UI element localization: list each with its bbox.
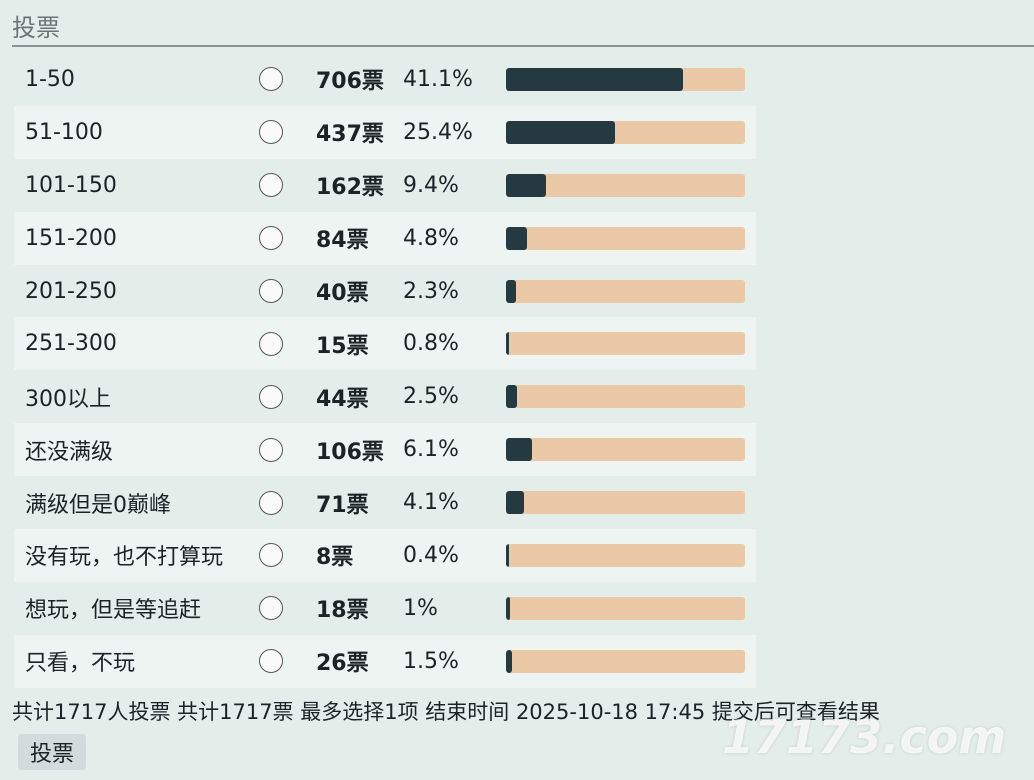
vote-percent: 1.5% <box>403 648 459 674</box>
poll-option-row[interactable]: 只看，不玩 26票 1.5% <box>14 634 756 688</box>
vote-percent: 2.5% <box>403 384 459 410</box>
vote-percent: 41.1% <box>403 66 473 92</box>
option-radio[interactable] <box>259 67 283 92</box>
progress-bar <box>506 438 745 462</box>
vote-count: 437票 <box>316 122 384 148</box>
option-label: 没有玩，也不打算玩 <box>25 545 224 571</box>
progress-fill <box>506 226 527 250</box>
progress-fill <box>506 173 547 197</box>
poll-option-row[interactable]: 151-200 84票 4.8% <box>14 211 756 265</box>
vote-count: 26票 <box>316 651 369 677</box>
poll-option-row[interactable]: 满级但是0巅峰 71票 4.1% <box>14 476 756 529</box>
progress-fill <box>506 596 511 620</box>
poll-option-row[interactable]: 还没满级 106票 6.1% <box>14 423 756 477</box>
vote-percent: 0.4% <box>403 542 459 568</box>
progress-fill <box>506 120 616 144</box>
progress-bar <box>506 279 745 303</box>
progress-bar <box>506 173 745 197</box>
poll-summary: 共计1717人投票 共计1717票 最多选择1项 结束时间 2025-10-18… <box>12 700 880 724</box>
progress-bar <box>506 649 745 673</box>
option-radio[interactable] <box>259 490 283 515</box>
progress-bar <box>506 67 745 91</box>
vote-percent: 6.1% <box>403 437 459 463</box>
option-label: 51-100 <box>25 119 103 145</box>
option-label: 101-150 <box>25 172 117 198</box>
vote-percent: 2.3% <box>403 278 459 304</box>
poll-title: 投票 <box>12 14 60 42</box>
option-radio[interactable] <box>259 173 283 198</box>
option-label: 151-200 <box>25 225 117 251</box>
vote-count: 106票 <box>316 439 384 465</box>
vote-count: 18票 <box>316 598 369 624</box>
vote-count: 84票 <box>316 228 369 254</box>
option-label: 满级但是0巅峰 <box>25 492 171 518</box>
vote-percent: 4.8% <box>403 225 459 251</box>
progress-bar <box>506 385 745 409</box>
vote-percent: 9.4% <box>403 172 459 198</box>
progress-fill <box>506 385 517 409</box>
progress-bar <box>506 543 745 567</box>
option-radio[interactable] <box>259 543 283 568</box>
option-radio[interactable] <box>259 279 283 303</box>
poll-option-row[interactable]: 300以上 44票 2.5% <box>14 370 756 423</box>
vote-percent: 1% <box>403 595 438 621</box>
vote-button[interactable]: 投票 <box>18 734 87 770</box>
progress-bar <box>506 332 745 356</box>
option-radio[interactable] <box>259 384 283 409</box>
poll-option-row[interactable]: 没有玩，也不打算玩 8票 0.4% <box>14 529 756 582</box>
option-radio[interactable] <box>259 331 283 356</box>
progress-fill <box>506 332 510 356</box>
poll-options: 1-50 706票 41.1% 51-100 437票 25.4% 101-15… <box>14 53 756 688</box>
vote-percent: 25.4% <box>403 119 473 145</box>
poll-option-row[interactable]: 想玩，但是等追赶 18票 1% <box>14 582 756 635</box>
vote-count: 162票 <box>316 175 384 201</box>
progress-bar <box>506 226 745 250</box>
option-radio[interactable] <box>259 437 283 462</box>
poll-option-row[interactable]: 51-100 437票 25.4% <box>14 105 756 159</box>
option-label: 想玩，但是等追赶 <box>25 598 202 624</box>
option-radio[interactable] <box>259 226 283 251</box>
progress-bar <box>506 491 745 515</box>
vote-percent: 4.1% <box>403 490 459 516</box>
progress-fill <box>506 491 524 515</box>
poll-option-row[interactable]: 251-300 15票 0.8% <box>14 317 756 371</box>
progress-fill <box>506 438 533 462</box>
option-radio[interactable] <box>259 120 283 145</box>
poll-option-row[interactable]: 201-250 40票 2.3% <box>14 265 756 318</box>
progress-fill <box>506 649 513 673</box>
vote-percent: 0.8% <box>403 331 459 357</box>
poll-option-row[interactable]: 101-150 162票 9.4% <box>14 159 756 212</box>
vote-count: 706票 <box>316 69 384 95</box>
option-radio[interactable] <box>259 649 283 674</box>
option-radio[interactable] <box>259 596 283 621</box>
progress-bar <box>506 596 745 620</box>
option-label: 只看，不玩 <box>25 651 136 677</box>
option-label: 还没满级 <box>25 439 114 465</box>
option-label: 300以上 <box>25 386 111 412</box>
progress-fill <box>506 543 509 567</box>
vote-count: 44票 <box>316 386 369 412</box>
progress-bar <box>506 120 745 144</box>
divider <box>12 45 1034 47</box>
vote-count: 71票 <box>316 492 369 518</box>
watermark-logo: 17173.com <box>722 710 1007 764</box>
option-label: 251-300 <box>25 331 117 357</box>
vote-count: 8票 <box>316 545 354 571</box>
vote-count: 40票 <box>316 281 369 306</box>
progress-fill <box>506 279 516 303</box>
poll-option-row[interactable]: 1-50 706票 41.1% <box>14 53 756 106</box>
progress-fill <box>506 67 683 91</box>
option-label: 1-50 <box>25 66 75 92</box>
option-label: 201-250 <box>25 278 117 304</box>
vote-count: 15票 <box>316 333 369 359</box>
